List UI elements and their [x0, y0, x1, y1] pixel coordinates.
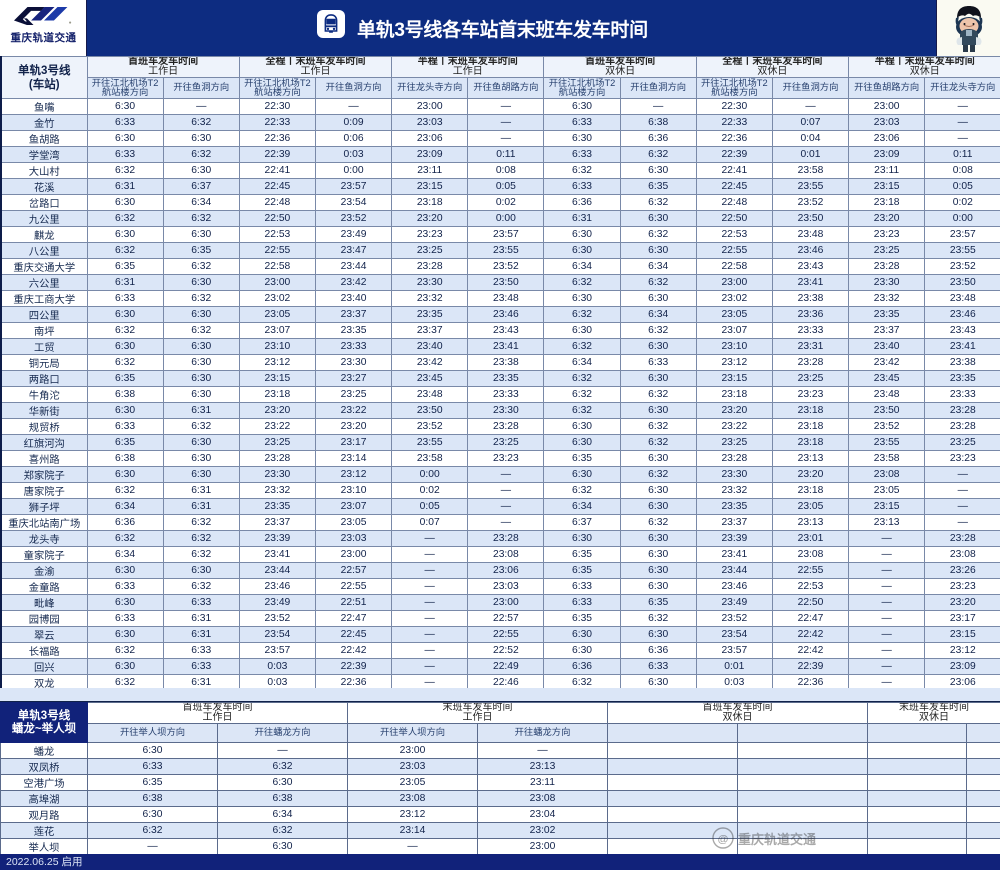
svg-text:@: @: [718, 834, 729, 846]
